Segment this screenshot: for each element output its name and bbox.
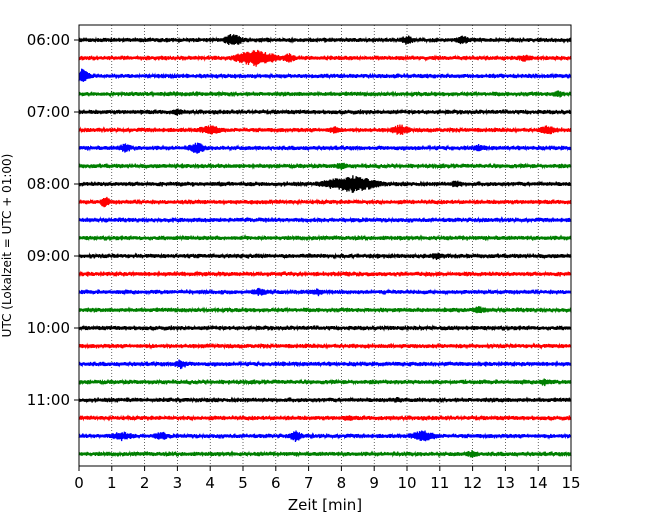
x-tick-label: 9 [369,474,379,492]
trace-0615 [78,49,572,67]
trace-1015 [78,342,572,350]
trace-0800 [78,175,572,193]
x-tick-label: 5 [238,474,248,492]
x-tick-label: 0 [74,474,84,492]
trace-1100 [78,396,572,404]
trace-0915 [78,270,572,278]
trace-0730 [78,142,572,154]
x-tick-label: 2 [140,474,150,492]
trace-1145 [78,450,572,458]
x-tick-label: 3 [173,474,183,492]
trace-0700 [78,108,572,116]
trace-0600 [78,34,572,45]
trace-1030 [78,359,572,370]
trace-0745 [78,162,572,171]
x-tick-label: 7 [304,474,314,492]
y-tick-label: 08:00 [27,175,70,193]
trace-0845 [78,234,572,242]
x-tick-label: 14 [529,474,548,492]
x-axis-ticks: 0 1 2 3 4 5 6 7 8 9 10 11 12 13 14 15 [74,466,581,492]
trace-1045 [78,378,572,387]
y-tick-label: 09:00 [27,247,70,265]
y-tick-label: 07:00 [27,103,70,121]
trace-0930 [78,287,572,297]
x-axis-label: Zeit [min] [288,496,362,514]
seismogram-traces [78,34,572,458]
y-axis-ticks: 06:00 07:00 08:00 09:00 10:00 11:00 [27,31,79,409]
y-tick-label: 11:00 [27,391,70,409]
trace-1130 [78,430,572,442]
x-tick-label: 4 [205,474,215,492]
trace-0630 [78,68,572,82]
trace-1000 [78,324,572,332]
trace-0715 [78,124,572,135]
trace-1115 [78,414,572,422]
x-tick-label: 6 [271,474,281,492]
y-tick-label: 10:00 [27,319,70,337]
trace-0815 [78,196,572,208]
trace-0645 [78,90,572,98]
plot-frame [78,24,572,467]
trace-0945 [78,306,572,314]
x-tick-label: 1 [107,474,117,492]
y-tick-label: 06:00 [27,31,70,49]
trace-0900 [78,252,572,261]
x-tick-label: 8 [337,474,347,492]
x-tick-label: 11 [430,474,449,492]
y-axis-label: UTC (Lokalzeit = UTC + 01:00) [0,154,14,338]
x-tick-label: 12 [463,474,482,492]
x-tick-label: 15 [561,474,580,492]
trace-0830 [78,216,572,224]
x-tick-label: 13 [496,474,515,492]
x-tick-label: 10 [397,474,416,492]
